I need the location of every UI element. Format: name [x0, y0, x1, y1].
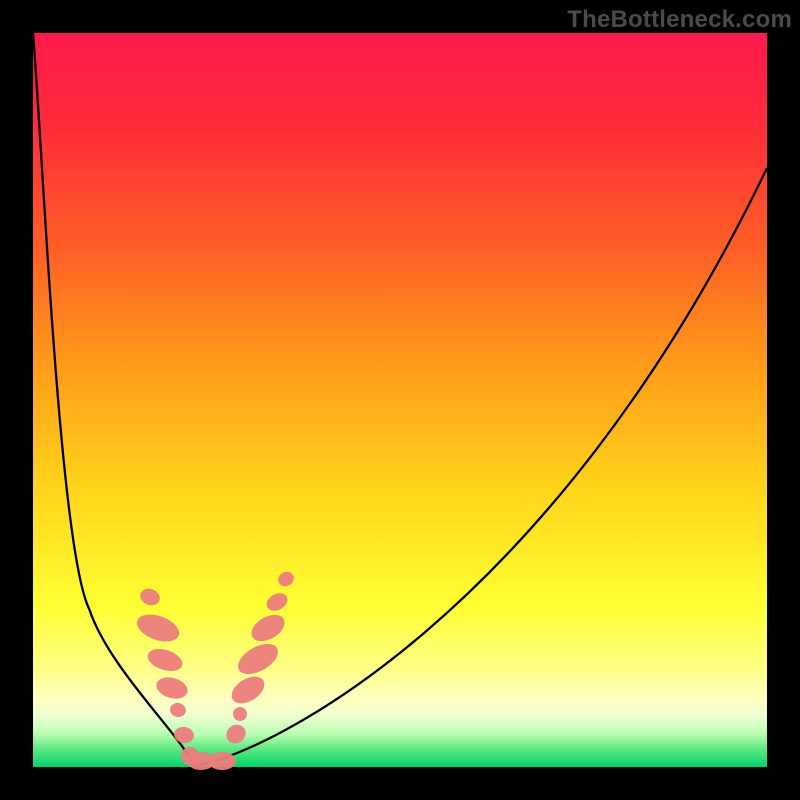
watermark-text: TheBottleneck.com — [567, 6, 792, 34]
data-blob — [208, 752, 236, 770]
bottleneck-chart-svg — [0, 0, 800, 800]
chart-root: TheBottleneck.com — [0, 0, 800, 800]
plot-gradient — [33, 33, 767, 767]
